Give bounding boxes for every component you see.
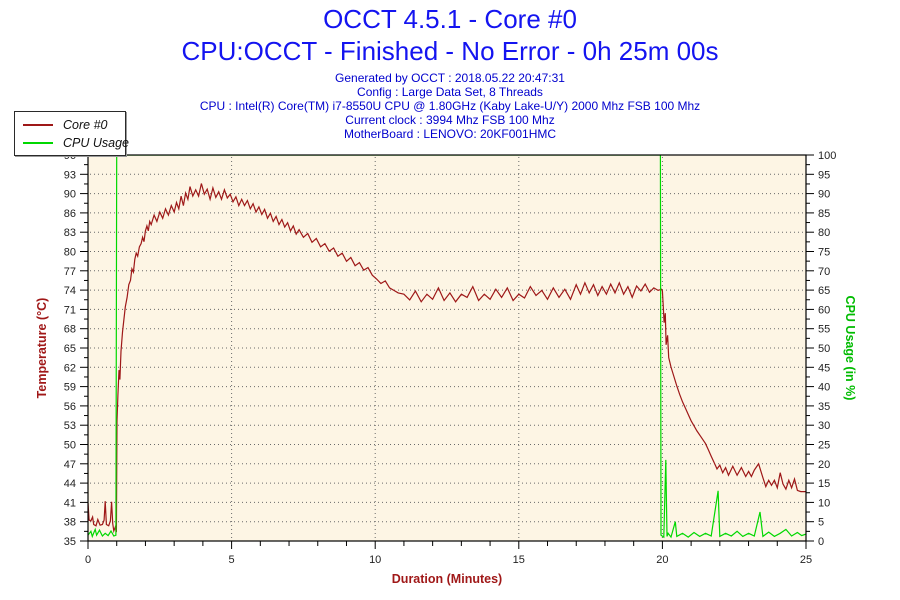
y-left-tick-label: 86 — [64, 208, 76, 220]
y-left-tick-label: 53 — [64, 420, 76, 432]
y-right-tick-label: 65 — [818, 285, 830, 297]
y-right-tick-label: 35 — [818, 401, 830, 413]
y-left-tick-label: 65 — [64, 343, 76, 355]
meta-motherboard: MotherBoard : LENOVO: 20KF001HMC — [343, 127, 557, 141]
y-left-tick-label: 62 — [64, 362, 76, 374]
gridlines — [90, 157, 804, 539]
y-right-tick-label: 30 — [818, 420, 830, 432]
x-tick-label: 5 — [229, 554, 235, 566]
y-left-tick-label: 41 — [64, 497, 76, 509]
y-right-tick-label: 95 — [818, 169, 830, 181]
y-right-tick-label: 25 — [818, 440, 830, 452]
y-right-axis-title: CPU Usage (in %) — [843, 296, 857, 401]
y-left-tick-label: 74 — [64, 285, 76, 297]
y-right-tick-label: 85 — [818, 208, 830, 220]
y-right-tick-label: 0 — [818, 536, 824, 548]
cpu-usage-series-line — [88, 155, 806, 539]
legend-swatch — [23, 124, 53, 126]
x-tick-label: 15 — [513, 554, 525, 566]
y-right-tick-label: 45 — [818, 362, 830, 374]
legend-swatch — [23, 142, 53, 144]
legend-item-cpu-usage: CPU Usage — [15, 134, 129, 152]
x-tick-label: 25 — [800, 554, 812, 566]
temp-series-line — [88, 183, 806, 534]
legend-label: CPU Usage — [63, 136, 129, 150]
y-right-tick-label: 40 — [818, 382, 830, 394]
y-left-tick-label: 90 — [64, 189, 76, 201]
meta-cpu: CPU : Intel(R) Core(TM) i7-8550U CPU @ 1… — [199, 99, 701, 113]
y-right-tick-label: 55 — [818, 324, 830, 336]
y-left-tick-label: 68 — [64, 324, 76, 336]
y-left-tick-label: 83 — [64, 227, 76, 239]
meta-generated: Generated by OCCT : 2018.05.22 20:47:31 — [335, 71, 565, 85]
meta-current-clock: Current clock : 3994 Mhz FSB 100 Mhz — [345, 113, 555, 127]
y-left-axis-title: Temperature (°C) — [35, 298, 49, 399]
y-right-tick-label: 70 — [818, 266, 830, 278]
legend-item-core0: Core #0 — [15, 116, 125, 134]
y-left-tick-label: 93 — [64, 169, 76, 181]
y-left-tick-label: 44 — [64, 478, 76, 490]
page-subtitle: CPU:OCCT - Finished - No Error - 0h 25m … — [181, 36, 719, 66]
legend-label: Core #0 — [63, 118, 108, 132]
y-left-tick-label: 80 — [64, 247, 76, 259]
y-left-tick-label: 38 — [64, 517, 76, 529]
y-left-tick-label: 56 — [64, 401, 76, 413]
x-axis-title: Duration (Minutes) — [392, 572, 502, 586]
meta-config: Config : Large Data Set, 8 Threads — [357, 85, 543, 99]
x-tick-label: 20 — [656, 554, 668, 566]
y-right-tick-label: 100 — [818, 150, 836, 162]
y-right-tick-label: 60 — [818, 304, 830, 316]
y-left-tick-label: 59 — [64, 382, 76, 394]
y-right-tick-label: 15 — [818, 478, 830, 490]
y-left-tick-label: 35 — [64, 536, 76, 548]
y-right-tick-label: 80 — [818, 227, 830, 239]
y-right-tick-label: 5 — [818, 517, 824, 529]
y-right-tick-label: 75 — [818, 247, 830, 259]
y-left-tick-label: 50 — [64, 440, 76, 452]
legend: Core #0 CPU Usage — [14, 111, 129, 156]
x-tick-label: 10 — [369, 554, 381, 566]
y-right-tick-label: 90 — [818, 189, 830, 201]
y-right-tick-label: 10 — [818, 497, 830, 509]
y-right-tick-label: 50 — [818, 343, 830, 355]
x-tick-label: 0 — [85, 554, 91, 566]
page-title: OCCT 4.5.1 - Core #0 — [323, 4, 577, 34]
y-right-tick-label: 20 — [818, 459, 830, 471]
y-left-tick-label: 71 — [64, 304, 76, 316]
y-left-tick-label: 77 — [64, 266, 76, 278]
y-left-tick-label: 47 — [64, 459, 76, 471]
